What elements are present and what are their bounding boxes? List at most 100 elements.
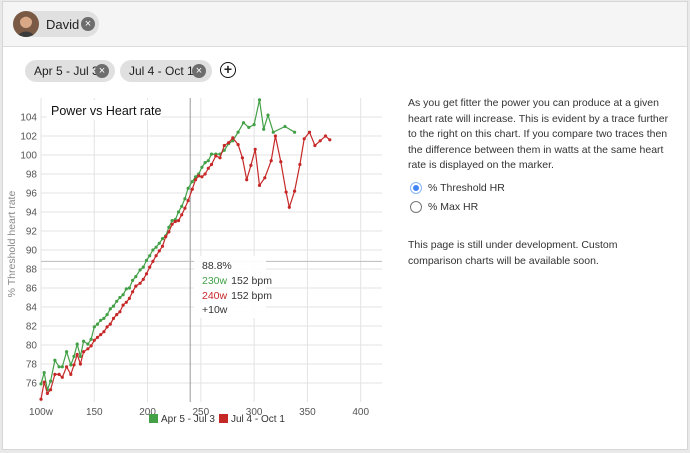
- max-hr-label: % Max HR: [428, 201, 479, 213]
- series-1-point: [108, 307, 112, 311]
- series-1-point: [271, 130, 275, 134]
- series-1-point: [92, 325, 96, 329]
- chart-legend: Apr 5 - Jul 3 Jul 4 - Oct 1: [149, 414, 285, 425]
- series-1-point: [241, 121, 246, 125]
- series-2-point: [127, 296, 131, 300]
- series-1-point: [236, 130, 240, 134]
- series-2-point: [154, 254, 158, 258]
- series-1-point: [75, 342, 79, 346]
- series-2-point: [39, 397, 43, 401]
- series-1-point: [42, 371, 46, 375]
- tooltip-row-2: 240w 152 bpm: [202, 290, 272, 302]
- series-2-point: [157, 249, 161, 253]
- series-1-point: [131, 278, 135, 282]
- series-1-point: [186, 186, 190, 190]
- user-chip-close-icon[interactable]: ×: [81, 17, 95, 31]
- series-1-point: [176, 210, 181, 214]
- series-2-point: [89, 344, 93, 348]
- series-2-point: [214, 154, 218, 158]
- series-2-point: [209, 162, 214, 167]
- series-2-point: [134, 284, 138, 288]
- series-2-point: [121, 303, 125, 307]
- series-2-point: [164, 235, 168, 239]
- series-1-point: [99, 318, 103, 322]
- series-1-point: [102, 316, 106, 320]
- series-1-point: [266, 113, 270, 117]
- date-range-chip-1-close-icon[interactable]: ×: [95, 64, 109, 78]
- series-2-point: [42, 380, 46, 384]
- tooltip-diff: +10w: [202, 304, 228, 316]
- series-2-point: [167, 230, 171, 234]
- legend-label-1: Apr 5 - Jul 3: [161, 414, 215, 425]
- series-2-point: [86, 347, 90, 351]
- series-2-point: [180, 213, 184, 217]
- date-range-chip-1-label: Apr 5 - Jul 3: [34, 64, 99, 78]
- threshold-hr-radio[interactable]: [410, 182, 422, 194]
- series-1-point: [53, 358, 57, 362]
- power-vs-hr-chart[interactable]: 76 78 80 82 84 86 88 90 92 94 96 98 100 102 104 100w 15…: [3, 2, 403, 442]
- legend-label-2: Jul 4 - Oct 1: [231, 414, 285, 425]
- series-2-point: [72, 363, 76, 367]
- x-tick-label: 200: [139, 407, 156, 418]
- series-2-point: [65, 365, 69, 369]
- series-1-point: [170, 219, 174, 223]
- y-tick-label: 82: [26, 322, 38, 333]
- tooltip-row-1-value: 230w: [202, 275, 228, 287]
- series-2-point: [227, 141, 231, 145]
- series-1-point: [124, 287, 128, 291]
- series-1-point: [69, 363, 73, 367]
- series-1-point: [283, 124, 287, 129]
- add-range-icon[interactable]: +: [220, 62, 236, 78]
- series-2-point: [273, 134, 277, 138]
- tooltip-row-2-bpm: 152 bpm: [231, 290, 272, 302]
- max-hr-radio[interactable]: [410, 201, 422, 213]
- series-2-point: [200, 175, 204, 179]
- series-1-point: [144, 258, 149, 262]
- series-2-point: [57, 372, 61, 376]
- y-tick-label: 102: [20, 132, 37, 143]
- y-tick-label: 86: [26, 284, 38, 295]
- y-tick-label: 84: [26, 303, 38, 314]
- x-tick-label: 400: [352, 407, 369, 418]
- series-2-point: [69, 372, 73, 376]
- user-chip[interactable]: David ×: [13, 11, 99, 37]
- series-2-point: [148, 265, 152, 269]
- series-1-point: [65, 350, 69, 354]
- series-1-point: [82, 339, 86, 343]
- series-1-point: [151, 248, 155, 252]
- x-tick-label: 250: [193, 407, 210, 418]
- series-1-point: [118, 295, 122, 300]
- series-2-point: [313, 143, 317, 148]
- series-1-point: [72, 354, 76, 358]
- chart-description: As you get fitter the power you can prod…: [408, 97, 669, 171]
- series-1-point: [89, 337, 93, 341]
- series-1-point: [86, 342, 90, 346]
- series-1-point: [231, 139, 235, 143]
- x-tick-label: 300: [246, 407, 263, 418]
- series-1-point: [39, 382, 43, 386]
- legend-swatch-2: [219, 414, 228, 423]
- series-2-point: [193, 178, 198, 182]
- x-tick-label: 100w: [29, 407, 54, 418]
- series-2-point: [328, 138, 332, 142]
- series-2-point: [151, 259, 155, 263]
- y-tick-label: 80: [26, 341, 38, 352]
- chart-title-box: [47, 100, 161, 120]
- series-2-point: [249, 163, 253, 167]
- series-2-point: [105, 325, 109, 329]
- chart-title: Power vs Heart rate: [51, 104, 162, 118]
- series-2-point: [183, 206, 187, 210]
- series-1-point: [154, 245, 158, 249]
- series-1-point: [262, 127, 266, 131]
- date-range-chip-1[interactable]: Apr 5 - Jul 3 ×: [25, 60, 115, 82]
- date-range-chip-2-close-icon[interactable]: ×: [192, 64, 206, 78]
- series-1-point: [183, 197, 187, 201]
- series-2-point: [82, 350, 86, 354]
- date-range-chip-2-label: Jul 4 - Oct 1: [129, 64, 194, 78]
- date-range-chip-2[interactable]: Jul 4 - Oct 1 ×: [120, 60, 212, 82]
- tooltip-row-1: 230w 152 bpm: [202, 275, 272, 287]
- series-2-point: [111, 316, 116, 320]
- chart-tooltip: 88.8% 230w 152 bpm 240w 152 bpm +10w: [194, 256, 272, 318]
- series-1-point: [206, 159, 210, 163]
